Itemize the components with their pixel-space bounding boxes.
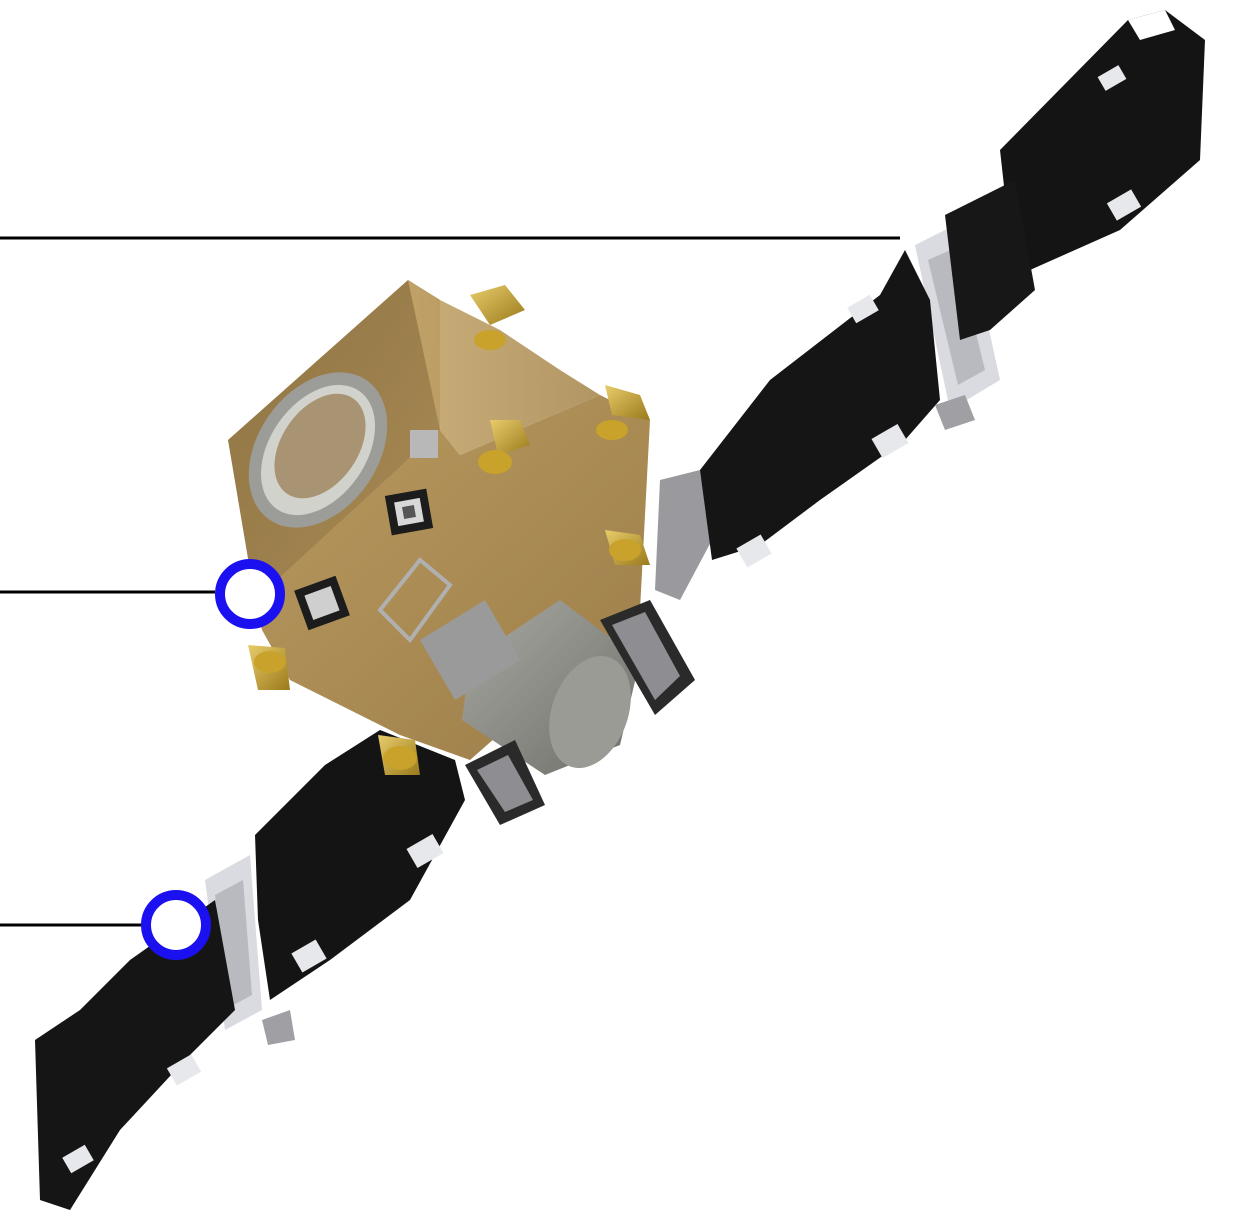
lower-inner-panel [255, 730, 465, 1000]
upper-inner-panel-b [700, 250, 940, 560]
lower-outer-panel [35, 900, 235, 1210]
thruster-bottom [378, 735, 420, 775]
thruster-left-lower [248, 645, 290, 690]
upper-inner-panel-a [945, 180, 1035, 340]
thruster-top [470, 285, 525, 350]
lower-solar-array [35, 730, 465, 1210]
upper-outer-panel [1000, 10, 1205, 270]
spacecraft-bus [228, 280, 695, 825]
upper-solar-array [655, 10, 1205, 600]
annotation-callouts [0, 236, 900, 960]
thruster-center [478, 420, 530, 474]
marker-circle-middle [215, 559, 285, 629]
bus-side-face [408, 280, 600, 455]
marker-circle-bottom [141, 890, 211, 960]
antenna-grid [420, 600, 520, 700]
thrusters [248, 285, 650, 775]
thruster-right-lower [605, 530, 650, 565]
upper-array-yoke [655, 470, 712, 600]
docking-ring [248, 372, 388, 528]
thruster-right-upper [596, 385, 650, 440]
